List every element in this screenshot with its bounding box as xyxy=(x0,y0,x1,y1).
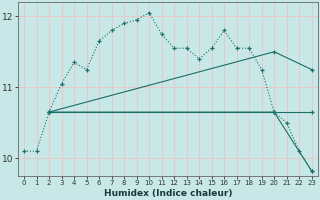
X-axis label: Humidex (Indice chaleur): Humidex (Indice chaleur) xyxy=(104,189,232,198)
